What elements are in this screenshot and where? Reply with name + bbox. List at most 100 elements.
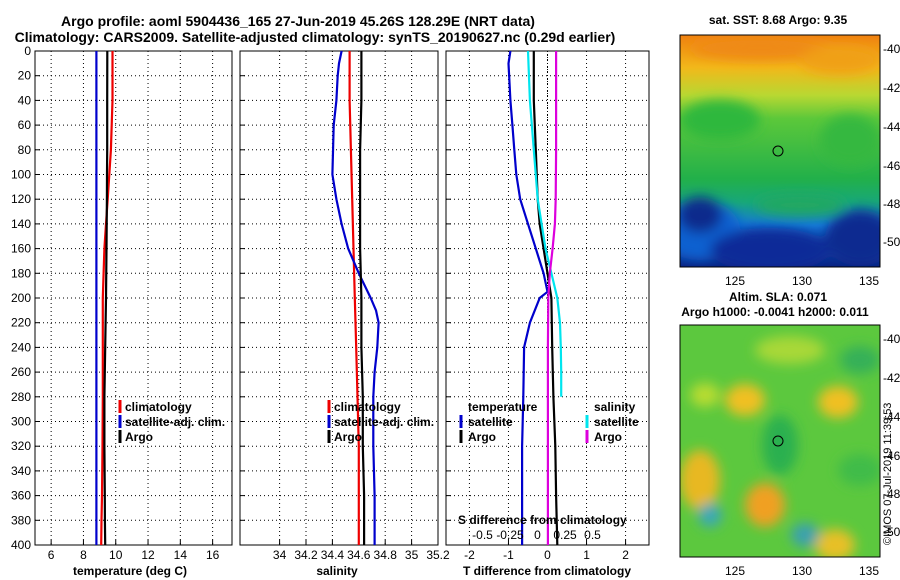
sla-lat-label: -42 (883, 371, 900, 385)
x-tick-label: 2 (622, 548, 629, 562)
sst-lat-label: -40 (883, 42, 900, 56)
x-tick-label: 6 (48, 548, 55, 562)
temperature-series (95, 50, 114, 546)
t-difference-tick-labels: -2 -1 0 1 2 (464, 548, 629, 562)
x-tick-label: 16 (206, 548, 220, 562)
x-tick-label: 34 (273, 548, 287, 562)
sla-map-title: Altim. SLA: 0.071 (729, 290, 827, 304)
sla-map-image (680, 325, 880, 557)
x-top-tick-label: 0 (534, 528, 541, 542)
y-tick-label: 340 (11, 464, 31, 478)
sst-map: sat. SST: 8.68 Argo: 9.35 -40 -42 -44 -4… (679, 13, 900, 288)
y-tick-label: 260 (11, 365, 31, 379)
legend-label-satellite: satellite-adj. clim. (125, 415, 225, 429)
legend-label-salinity-satellite: satellite (594, 415, 639, 429)
legend-label-temperature-argo: Argo (468, 430, 496, 444)
legend-label-temperature-satellite: satellite (468, 415, 513, 429)
figure-title-line2: Climatology: CARS2009. Satellite-adjuste… (15, 29, 616, 45)
y-tick-label: 60 (18, 118, 32, 132)
y-tick-label: 120 (11, 192, 31, 206)
series-line-satellite-adj-clim- (331, 50, 380, 545)
x-tick-label: 8 (80, 548, 87, 562)
sla-lon-tick-labels: 125 130 135 (725, 564, 879, 578)
salinity-series (331, 50, 380, 545)
sst-lat-label: -48 (883, 197, 900, 211)
legend-label-climatology: climatology (334, 400, 401, 414)
y-tick-label: 140 (11, 217, 31, 231)
y-tick-label: 320 (11, 439, 31, 453)
sst-argo-location-marker (772, 145, 784, 157)
sla-argo-location-marker (772, 435, 784, 447)
pressure-tick-labels: 0 20 40 60 80 100 120 140 160 180 200 220 240 260 280 3… (11, 44, 31, 552)
temperature-grid (35, 50, 232, 546)
sla-lat-label: -48 (883, 487, 900, 501)
sla-lon-label: 125 (725, 564, 745, 578)
s-difference-axis-label: S difference from climatology (458, 513, 627, 527)
sst-lat-label: -46 (883, 159, 900, 173)
sla-lat-label: -40 (883, 332, 900, 346)
x-top-tick-label: -0.5 (472, 528, 493, 542)
sst-lat-tick-labels: -40 -42 -44 -46 -48 -50 (883, 42, 900, 249)
series-line-salinity-satellite (526, 50, 563, 397)
x-top-tick-label: 0.25 (553, 528, 577, 542)
sst-lat-label: -42 (883, 81, 900, 95)
sst-lon-label: 125 (725, 274, 745, 288)
y-tick-label: 20 (18, 69, 32, 83)
y-tick-label: 240 (11, 340, 31, 354)
y-tick-label: 200 (11, 291, 31, 305)
sla-lon-label: 135 (859, 564, 879, 578)
sst-lon-label: 130 (792, 274, 812, 288)
temperature-panel: 0 20 40 60 80 100 120 140 160 180 200 220 240 260 280 3… (11, 44, 233, 578)
x-tick-label: -2 (464, 548, 475, 562)
x-top-tick-label: 0.5 (584, 528, 601, 542)
sst-lon-tick-labels: 125 130 135 (725, 274, 879, 288)
temperature-axes-frame (34, 50, 233, 546)
differences-series (507, 50, 563, 546)
x-tick-label: 34.4 (321, 548, 345, 562)
sla-lat-label: -44 (883, 410, 900, 424)
y-tick-label: 400 (11, 538, 31, 552)
legend-heading-salinity: salinity (594, 400, 636, 414)
x-top-tick-label: -0.25 (496, 528, 524, 542)
x-tick-label: 34.6 (347, 548, 371, 562)
salinity-tick-labels: 34 34.2 34.4 34.6 34.8 35 35.2 (273, 548, 450, 562)
sla-lon-label: 130 (792, 564, 812, 578)
series-line-argo (359, 51, 366, 545)
sla-map-subtitle: Argo h1000: -0.0041 h2000: 0.011 (681, 305, 869, 319)
sla-lat-label: -50 (883, 525, 900, 539)
sla-lat-label: -46 (883, 449, 900, 463)
series-line-argo (103, 50, 109, 546)
sst-map-image (680, 35, 880, 267)
temperature-tick-labels: 6 8 10 12 14 16 (48, 548, 220, 562)
y-tick-label: 80 (18, 143, 32, 157)
y-tick-label: 180 (11, 266, 31, 280)
y-tick-label: 40 (18, 93, 32, 107)
series-line-temperature-argo (532, 51, 559, 546)
series-line-climatology (348, 51, 360, 545)
figure-title-line1: Argo profile: aoml 5904436_165 27-Jun-20… (61, 13, 535, 29)
sla-map: Altim. SLA: 0.071 Argo h1000: -0.0041 h2… (679, 290, 900, 578)
x-tick-label: 35 (405, 548, 419, 562)
legend-label-argo: Argo (125, 430, 153, 444)
x-tick-label: -1 (503, 548, 514, 562)
x-tick-label: 12 (141, 548, 155, 562)
y-tick-label: 0 (24, 44, 31, 58)
sst-map-title: sat. SST: 8.68 Argo: 9.35 (709, 13, 848, 27)
legend-label-argo: Argo (334, 430, 362, 444)
temperature-axis-label: temperature (deg C) (73, 564, 187, 578)
y-tick-label: 160 (11, 242, 31, 256)
y-tick-label: 380 (11, 513, 31, 527)
series-line-temperature-satellite (507, 50, 549, 545)
x-tick-label: 10 (109, 548, 123, 562)
t-difference-axis-label: T difference from climatology (463, 564, 631, 578)
sla-map-frame (679, 324, 881, 558)
legend-label-climatology: climatology (125, 400, 192, 414)
sla-lat-tick-labels: -40 -42 -44 -46 -48 -50 (883, 332, 900, 539)
differences-panel: -2 -1 0 1 2 -0.5 -0.25 0 0.25 0.5 S difference f… (445, 50, 650, 578)
x-tick-label: 1 (583, 548, 590, 562)
differences-legend: temperature satellite Argo salinity sate… (459, 400, 639, 444)
salinity-legend: climatology satellite-adj. clim. Argo (327, 400, 434, 444)
sst-map-frame (679, 34, 881, 268)
y-tick-label: 100 (11, 168, 31, 182)
